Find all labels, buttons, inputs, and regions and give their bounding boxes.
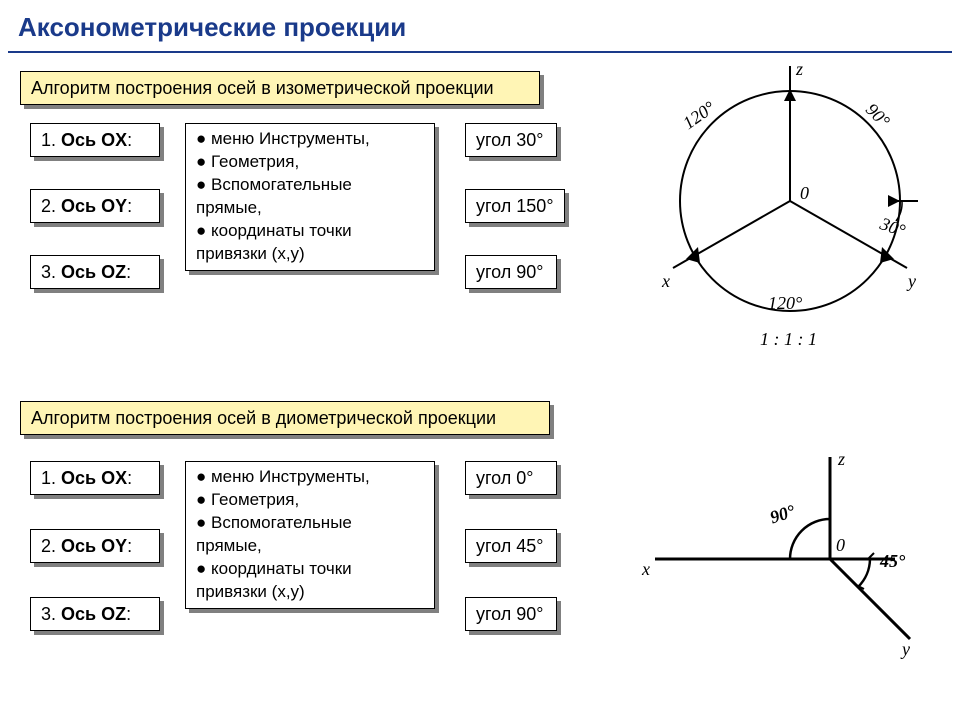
- s2-axis1-tail: :: [127, 468, 132, 488]
- axis2-num: 2.: [41, 196, 61, 216]
- dim-label-y: y: [902, 639, 910, 660]
- page-title: Аксонометрические проекции: [0, 0, 960, 51]
- dim-label-x: x: [642, 559, 650, 580]
- axis1-num: 1.: [41, 130, 61, 150]
- iso-label-y: y: [908, 271, 916, 292]
- b1-2: ● Вспомогательные: [196, 174, 424, 197]
- section2-header: Алгоритм построения осей в диометрическо…: [20, 401, 550, 435]
- axis3-num: 3.: [41, 262, 61, 282]
- b2-2: ● Вспомогательные: [196, 512, 424, 535]
- angle1-150: угол 150°: [465, 189, 565, 223]
- angle1-30: угол 30°: [465, 123, 557, 157]
- axis-oy-box-1: 2. Ось OY:: [30, 189, 160, 223]
- angle1-150-text: угол 150°: [476, 196, 554, 216]
- axis3-tail: :: [126, 262, 131, 282]
- angle2-90: угол 90°: [465, 597, 557, 631]
- b2-5: привязки (x,y): [196, 581, 424, 604]
- iso-label-z: z: [796, 59, 803, 80]
- angle2-0-text: угол 0°: [476, 468, 534, 488]
- section1-header: Алгоритм построения осей в изометрическо…: [20, 71, 540, 105]
- b1-0: ● меню Инструменты,: [196, 128, 424, 151]
- s2-axis1-axis: Ось OX: [61, 468, 127, 488]
- angle2-45-text: угол 45°: [476, 536, 544, 556]
- b1-3: прямые,: [196, 197, 424, 220]
- b1-4: ● координаты точки: [196, 220, 424, 243]
- dim-label-0: 0: [836, 535, 845, 556]
- dim-angle-45: 45°: [880, 551, 905, 572]
- b2-1: ● Геометрия,: [196, 489, 424, 512]
- s2-axis2-tail: :: [127, 536, 132, 556]
- axis2-tail: :: [127, 196, 132, 216]
- title-divider: [8, 51, 952, 53]
- section1-header-text: Алгоритм построения осей в изометрическо…: [31, 78, 494, 98]
- b1-1: ● Геометрия,: [196, 151, 424, 174]
- dimetric-diagram: z x y 0 90° 45°: [640, 449, 940, 679]
- iso-label-x: x: [662, 271, 670, 292]
- axis2-axis: Ось OY: [61, 196, 127, 216]
- axis3-axis: Ось OZ: [61, 262, 126, 282]
- axis-oy-box-2: 2. Ось OY:: [30, 529, 160, 563]
- bullets-box-2: ● меню Инструменты, ● Геометрия, ● Вспом…: [185, 461, 435, 609]
- s2-axis2-num: 2.: [41, 536, 61, 556]
- axis-ox-box-2: 1. Ось OX:: [30, 461, 160, 495]
- b2-0: ● меню Инструменты,: [196, 466, 424, 489]
- s2-axis3-axis: Ось OZ: [61, 604, 126, 624]
- iso-ratio: 1 : 1 : 1: [760, 329, 817, 350]
- s2-axis2-axis: Ось OY: [61, 536, 127, 556]
- s2-axis3-tail: :: [126, 604, 131, 624]
- dim-label-z: z: [838, 449, 845, 470]
- section-dimetric: Алгоритм построения осей в диометрическо…: [0, 401, 960, 701]
- isometric-diagram: z x y 0 120° 90° 30° 120° 1 : 1 : 1: [640, 61, 940, 361]
- axis1-tail: :: [127, 130, 132, 150]
- angle1-90-text: угол 90°: [476, 262, 544, 282]
- b2-3: прямые,: [196, 535, 424, 558]
- section2-header-text: Алгоритм построения осей в диометрическо…: [31, 408, 496, 428]
- bullets-box-1: ● меню Инструменты, ● Геометрия, ● Вспом…: [185, 123, 435, 271]
- axis-ox-box-1: 1. Ось OX:: [30, 123, 160, 157]
- s2-axis1-num: 1.: [41, 468, 61, 488]
- iso-label-0: 0: [800, 183, 809, 204]
- angle1-30-text: угол 30°: [476, 130, 544, 150]
- axis-oz-box-1: 3. Ось OZ:: [30, 255, 160, 289]
- s2-axis3-num: 3.: [41, 604, 61, 624]
- section-isometric: Алгоритм построения осей в изометрическо…: [0, 71, 960, 371]
- b2-4: ● координаты точки: [196, 558, 424, 581]
- iso-arc-120b: 120°: [768, 293, 802, 314]
- angle2-0: угол 0°: [465, 461, 557, 495]
- angle2-45: угол 45°: [465, 529, 557, 563]
- axis-oz-box-2: 3. Ось OZ:: [30, 597, 160, 631]
- axis1-axis: Ось OX: [61, 130, 127, 150]
- angle2-90-text: угол 90°: [476, 604, 544, 624]
- angle1-90: угол 90°: [465, 255, 557, 289]
- b1-5: привязки (x,y): [196, 243, 424, 266]
